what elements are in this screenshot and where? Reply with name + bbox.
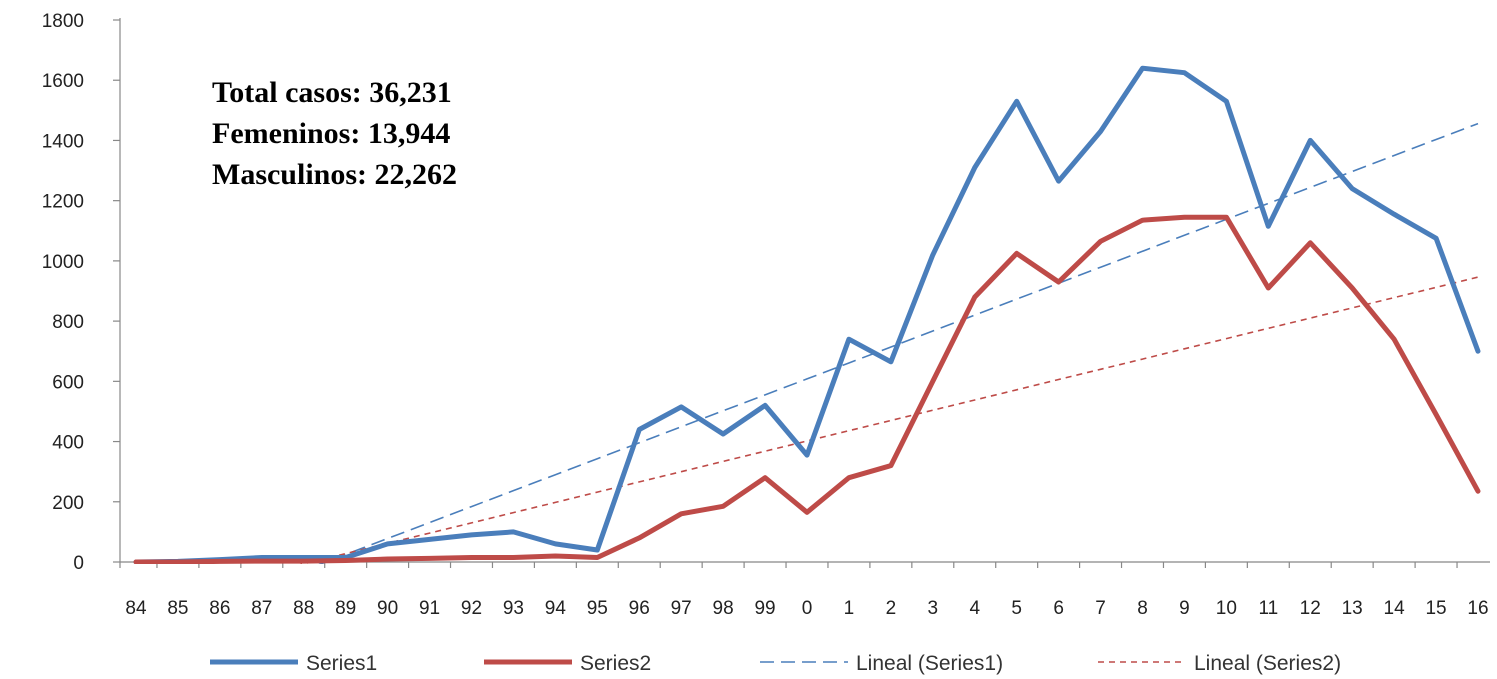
legend-label-1: Series1 <box>306 652 377 675</box>
x-tick-label: 90 <box>377 598 398 619</box>
series-line-3 <box>318 122 1479 564</box>
y-tick-label: 600 <box>52 372 84 393</box>
x-tick-label: 12 <box>1300 598 1321 619</box>
annotation-total: Total casos: 36,231 <box>212 76 452 109</box>
x-tick-label: 7 <box>1095 598 1106 619</box>
x-tick-label: 3 <box>928 598 939 619</box>
x-tick-label: 86 <box>209 598 230 619</box>
annotation-masculinos: Masculinos: 22,262 <box>212 158 458 191</box>
x-tick-label: 16 <box>1467 598 1488 619</box>
x-tick-label: 91 <box>419 598 440 619</box>
y-tick-label: 1800 <box>42 11 84 32</box>
x-tick-label: 6 <box>1053 598 1064 619</box>
y-tick-label: 800 <box>52 312 84 333</box>
y-tick-label: 400 <box>52 433 84 454</box>
x-tick-label: 89 <box>335 598 356 619</box>
x-tick-label: 97 <box>671 598 692 619</box>
x-tick-label: 92 <box>461 598 482 619</box>
y-tick-label: 1200 <box>42 192 84 213</box>
y-tick-label: 0 <box>73 553 84 574</box>
y-axis-ticks: 0 200 400 600 800 1000 1200 1400 1600 1800 <box>42 11 120 574</box>
x-tick-label: 84 <box>125 598 147 619</box>
x-tick-label: 99 <box>754 598 775 619</box>
x-tick-label: 93 <box>503 598 524 619</box>
x-tick-label: 96 <box>629 598 650 619</box>
x-tick-label: 5 <box>1011 598 1022 619</box>
x-tick-label: 94 <box>545 598 567 619</box>
annotation-femeninos: Femeninos: 13,944 <box>212 117 451 150</box>
y-tick-label: 1600 <box>42 71 84 92</box>
x-axis-ticks: 84 85 86 87 88 89 90 91 92 93 94 95 96 97 98 99 0 1 2 3 4 5 6 7… <box>119 562 1489 619</box>
summary-annotation: Total casos: 36,231 Femeninos: 13,944 Ma… <box>212 72 457 195</box>
legend-label-4: Lineal (Series2) <box>1194 652 1341 675</box>
x-tick-label: 9 <box>1179 598 1190 619</box>
x-tick-label: 1 <box>844 598 855 619</box>
x-tick-label: 0 <box>802 598 813 619</box>
x-tick-label: 14 <box>1384 598 1406 619</box>
x-tick-label: 10 <box>1216 598 1237 619</box>
x-tick-label: 2 <box>886 598 897 619</box>
series-line-1 <box>133 65 1481 564</box>
x-tick-label: 87 <box>251 598 272 619</box>
x-tick-label: 13 <box>1342 598 1363 619</box>
x-tick-label: 88 <box>293 598 314 619</box>
x-tick-label: 85 <box>167 598 188 619</box>
series-line-2 <box>133 214 1481 564</box>
legend-label-3: Lineal (Series1) <box>856 652 1003 675</box>
x-tick-label: 95 <box>587 598 608 619</box>
legend: Series1 Series2 Lineal (Series1) Lineal (Se… <box>210 652 1341 675</box>
y-tick-label: 200 <box>52 493 84 514</box>
x-tick-label: 11 <box>1258 598 1278 619</box>
x-tick-label: 15 <box>1425 598 1446 619</box>
x-tick-label: 8 <box>1137 598 1148 619</box>
y-tick-label: 1400 <box>42 131 84 152</box>
y-tick-label: 1000 <box>42 252 84 273</box>
legend-label-2: Series2 <box>580 652 651 675</box>
x-tick-label: 4 <box>969 598 980 619</box>
x-tick-label: 98 <box>713 598 734 619</box>
series-layer <box>133 65 1481 564</box>
